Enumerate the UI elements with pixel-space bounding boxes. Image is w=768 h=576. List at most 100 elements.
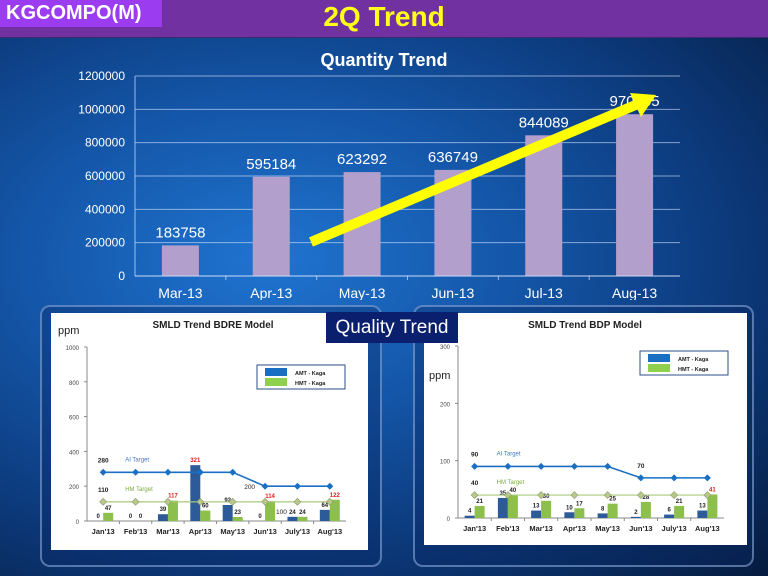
bdp-chart-box: SMLD Trend BDP Model ppm 0 100 200 300 AMT - K… (424, 313, 747, 545)
chart-title: SMLD Trend BDP Model (528, 320, 642, 331)
bar-value-label: 17 (576, 501, 583, 507)
hmt-bar (103, 512, 114, 521)
ai-target-marker (164, 468, 172, 476)
y-tick-label: 600 (69, 416, 80, 422)
y-tick-label: 800000 (85, 136, 125, 150)
x-tick-label: Jan'13 (463, 524, 486, 533)
x-tick-label: July'13 (662, 524, 687, 533)
target-start-label: 90 (471, 451, 479, 458)
quantity-bar (252, 176, 290, 276)
bar-value-label: 60 (202, 504, 209, 510)
x-tick-label: Aug-13 (612, 285, 657, 300)
ai-target-marker (132, 468, 140, 476)
hm-target-marker (503, 491, 512, 499)
bar-value-label: 28 (643, 495, 650, 501)
target-start-label: 110 (98, 487, 109, 494)
trend-arrow (309, 93, 656, 247)
hmt-bar (329, 499, 340, 521)
bar-value-label: 2 (634, 510, 638, 516)
x-tick-label: Aug'13 (695, 524, 720, 533)
amt-bar (564, 512, 575, 518)
quantity-bar (525, 135, 563, 276)
hm-target-marker (196, 497, 205, 506)
x-tick-label: May-13 (339, 285, 386, 300)
bar-value-label: 6 (667, 508, 671, 514)
x-tick-label: Jul-13 (525, 285, 563, 300)
hmt-bar (232, 516, 243, 521)
target-change-label: 200 (244, 484, 255, 491)
bdp-chart: SMLD Trend BDP Model ppm 0 100 200 300 AMT - K… (429, 320, 729, 533)
ai-target-marker (537, 462, 545, 470)
bar-value-label: 623292 (337, 151, 387, 168)
y-tick-label: 0 (447, 517, 451, 523)
bar-value-label: 21 (676, 499, 683, 505)
x-tick-label: Feb'13 (496, 524, 519, 533)
bar-value-label: 40 (510, 488, 517, 494)
x-tick-label: Jun-13 (432, 285, 475, 300)
hm-target-marker (261, 497, 269, 506)
y-tick-label: 200 (440, 402, 451, 408)
bar-value-label: 4 (468, 509, 472, 515)
hmt-bar (607, 503, 618, 518)
ai-target-marker (326, 482, 334, 490)
ai-target-marker (570, 462, 578, 470)
page-title: 2Q Trend (323, 1, 445, 32)
x-tick-label: Jun'13 (629, 524, 652, 533)
hm-target-marker (99, 497, 108, 506)
hmt-bar (265, 501, 276, 521)
bdre-chart: SMLD Trend BDRE Modelppm0200400600800100… (58, 320, 346, 536)
x-tick-label: Aug'13 (317, 527, 342, 536)
bar-value-label: 24 (299, 510, 306, 516)
brand-label: KGCOMPO(M) (0, 0, 162, 27)
bar-value-label: 183758 (155, 224, 205, 241)
y-tick-label: 800 (69, 381, 80, 387)
bar-value-label: 844089 (519, 114, 569, 131)
y-tick-label: 100 (440, 460, 451, 466)
hm-target-marker (131, 497, 140, 506)
y-tick-label: 300 (440, 345, 451, 351)
y-tick-label: 0 (118, 269, 125, 283)
hmt-bar (297, 516, 308, 521)
bar-value-label: 117 (168, 494, 178, 500)
x-tick-label: Mar'13 (156, 527, 179, 536)
amt-bar (222, 504, 233, 521)
bdre-chart-box: SMLD Trend BDRE Model ppm 0 200 400 600 800 100… (51, 313, 368, 550)
hm-target-marker (164, 497, 172, 506)
hmt-bar (707, 494, 718, 518)
hm-target-marker (570, 491, 579, 499)
hm-target-marker (470, 491, 479, 499)
bar-value-label: 0 (97, 514, 101, 520)
x-tick-label: May'13 (220, 527, 245, 536)
ai-target-marker (604, 462, 612, 470)
bar-value-label: 24 (289, 510, 296, 516)
bar-value-label: 595184 (246, 156, 296, 173)
amt-bar (664, 514, 675, 518)
legend-swatch-hmt (265, 378, 287, 386)
hmt-bar (574, 508, 585, 518)
hm-target-marker (670, 491, 679, 499)
bar-value-label: 41 (709, 487, 716, 493)
bar-value-label: 64 (321, 503, 328, 509)
x-tick-label: Apr'13 (189, 527, 212, 536)
bar-value-label: 0 (129, 514, 133, 520)
bar-value-label: 13 (533, 504, 540, 510)
hm-target-marker (537, 491, 546, 499)
legend-swatch-amt (265, 368, 287, 376)
ai-target-marker (99, 468, 107, 476)
legend-label: HMT - Kaga (295, 381, 326, 387)
amt-bar (464, 515, 475, 518)
target-start-label: 40 (471, 480, 479, 487)
legend-label: HMT - Kaga (678, 367, 709, 373)
hmt-bar (507, 495, 518, 518)
x-tick-label: Jun'13 (253, 527, 276, 536)
hmt-bar (200, 510, 211, 521)
hmt-bar (640, 501, 651, 518)
y-tick-label: 400000 (85, 202, 125, 216)
bar-value-label: 8 (601, 506, 605, 512)
y-axis-label: ppm (58, 325, 79, 337)
ai-target-marker (670, 474, 678, 482)
x-tick-label: Apr-13 (250, 285, 292, 300)
bar-value-label: 30 (543, 494, 550, 500)
y-tick-label: 0 (76, 520, 80, 526)
quality-trend-label: Quality Trend (326, 312, 458, 343)
